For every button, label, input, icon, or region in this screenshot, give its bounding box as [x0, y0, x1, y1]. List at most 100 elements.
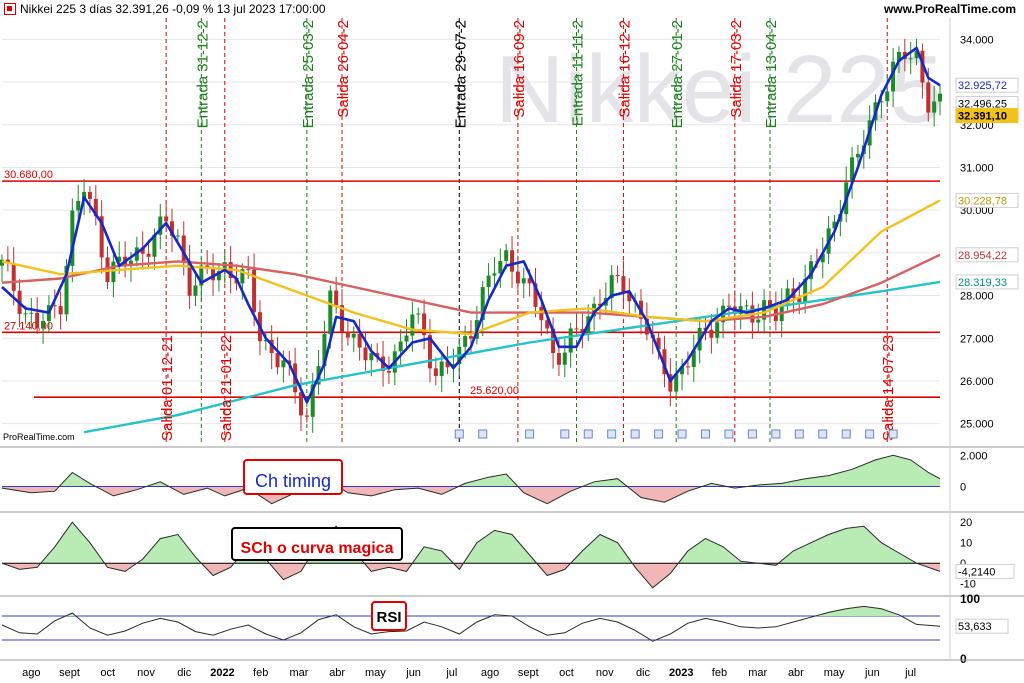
- event-label: Entrada 31-12-2: [194, 20, 211, 128]
- osc-tick-label: -10: [960, 579, 976, 591]
- x-tick-label: 2022: [210, 667, 234, 679]
- x-tick-label: dic: [636, 667, 651, 679]
- y-tick-label: 31.000: [960, 162, 994, 174]
- candle-body: [41, 320, 46, 329]
- price-label-box: [955, 192, 1019, 208]
- candle-body: [246, 269, 251, 271]
- event-marker: [818, 429, 828, 439]
- candle-body: [152, 234, 157, 257]
- event-marker: [454, 429, 464, 439]
- event-marker: [724, 429, 734, 439]
- candle-body: [621, 276, 626, 294]
- osc-tick-label: 2.000: [960, 450, 988, 462]
- candle-body: [504, 250, 509, 261]
- candle-body: [199, 265, 204, 286]
- candle-body: [521, 278, 526, 284]
- candle-body: [644, 318, 649, 335]
- price-label-box: [955, 274, 1019, 290]
- candle-body: [111, 261, 116, 283]
- candle-body: [562, 352, 567, 365]
- osc-value-label: -4,2140: [958, 566, 995, 578]
- y-tick-label: 26.000: [960, 376, 994, 388]
- candle-body: [0, 259, 4, 266]
- candle-body: [680, 366, 685, 375]
- y-tick-label: 34.000: [960, 34, 994, 46]
- candle-body: [656, 337, 661, 350]
- candle-body: [164, 216, 169, 222]
- candle-body: [744, 305, 749, 307]
- panel-title-text: SCh o curva magica: [241, 540, 394, 557]
- candle-body: [715, 322, 720, 338]
- trend-blue-line: [1, 46, 941, 404]
- candle-body: [551, 328, 556, 354]
- candle-body: [469, 336, 473, 339]
- candle-body: [545, 320, 550, 329]
- candle-body: [427, 335, 432, 369]
- area-positive: [2, 522, 917, 564]
- candle-body: [29, 312, 34, 314]
- candle-body: [70, 210, 75, 266]
- credit-label: ProRealTime.com: [3, 432, 75, 442]
- candle-body: [820, 253, 825, 263]
- candle-body: [181, 235, 186, 261]
- candle-body: [556, 353, 561, 365]
- price-label-box: [955, 77, 1019, 93]
- x-tick-label: nov: [596, 667, 614, 679]
- event-marker: [677, 429, 687, 439]
- x-tick-label: mar: [289, 667, 308, 679]
- rsi-oversold: [2, 640, 940, 642]
- candle-body: [685, 366, 690, 368]
- rsi-line: [1, 605, 941, 642]
- close-chart-icon[interactable]: [4, 3, 16, 15]
- candle-body: [767, 300, 772, 307]
- event-label: Salida 14-07-23: [880, 335, 897, 441]
- candle-body: [76, 200, 81, 211]
- level-label: 30.680,00: [4, 169, 53, 181]
- event-marker: [865, 429, 875, 439]
- ma-yellow-line: [1, 199, 941, 336]
- area-negative: [2, 486, 747, 504]
- candle-body: [263, 339, 268, 342]
- candle-body: [322, 333, 327, 367]
- candle-body: [809, 261, 814, 279]
- candle-body: [674, 374, 679, 392]
- candle-body: [832, 221, 837, 229]
- candle-body: [896, 51, 901, 62]
- price-label-box: [955, 108, 1019, 124]
- candle-body: [216, 271, 221, 281]
- x-tick-label: jun: [864, 667, 880, 679]
- y-tick-label: 27.000: [960, 333, 994, 345]
- price-label: 28.954,22: [958, 250, 1007, 262]
- indicator-line: [1, 454, 941, 505]
- candle-body: [334, 290, 339, 306]
- price-label: 28.319,33: [958, 277, 1007, 289]
- price-label: 32.391,10: [958, 111, 1007, 123]
- panel-title-text: RSI: [376, 609, 401, 626]
- panel-title-box: [371, 601, 407, 631]
- x-tick-label: abr: [329, 667, 345, 679]
- candle-body: [914, 50, 919, 59]
- rsi-overbought: [2, 606, 940, 616]
- candle-body: [93, 198, 98, 217]
- candle-body: [23, 313, 28, 315]
- candle-body: [240, 269, 245, 284]
- candle-body: [668, 374, 673, 392]
- candle-body: [492, 273, 497, 276]
- event-marker: [583, 429, 593, 439]
- candle-body: [222, 262, 227, 272]
- candle-body: [662, 349, 667, 375]
- candle-body: [128, 260, 133, 267]
- candle-body: [785, 288, 790, 304]
- candle-body: [498, 260, 503, 274]
- candle-body: [193, 285, 198, 296]
- candle-body: [615, 275, 620, 277]
- x-tick-label: oct: [100, 667, 115, 679]
- candle-body: [568, 328, 573, 353]
- site-label[interactable]: www.ProRealTime.com: [883, 2, 1016, 16]
- x-tick-label: jul: [445, 667, 457, 679]
- candle-body: [515, 271, 520, 284]
- candle-body: [891, 61, 896, 92]
- candle-body: [803, 278, 808, 302]
- candle-body: [363, 347, 368, 361]
